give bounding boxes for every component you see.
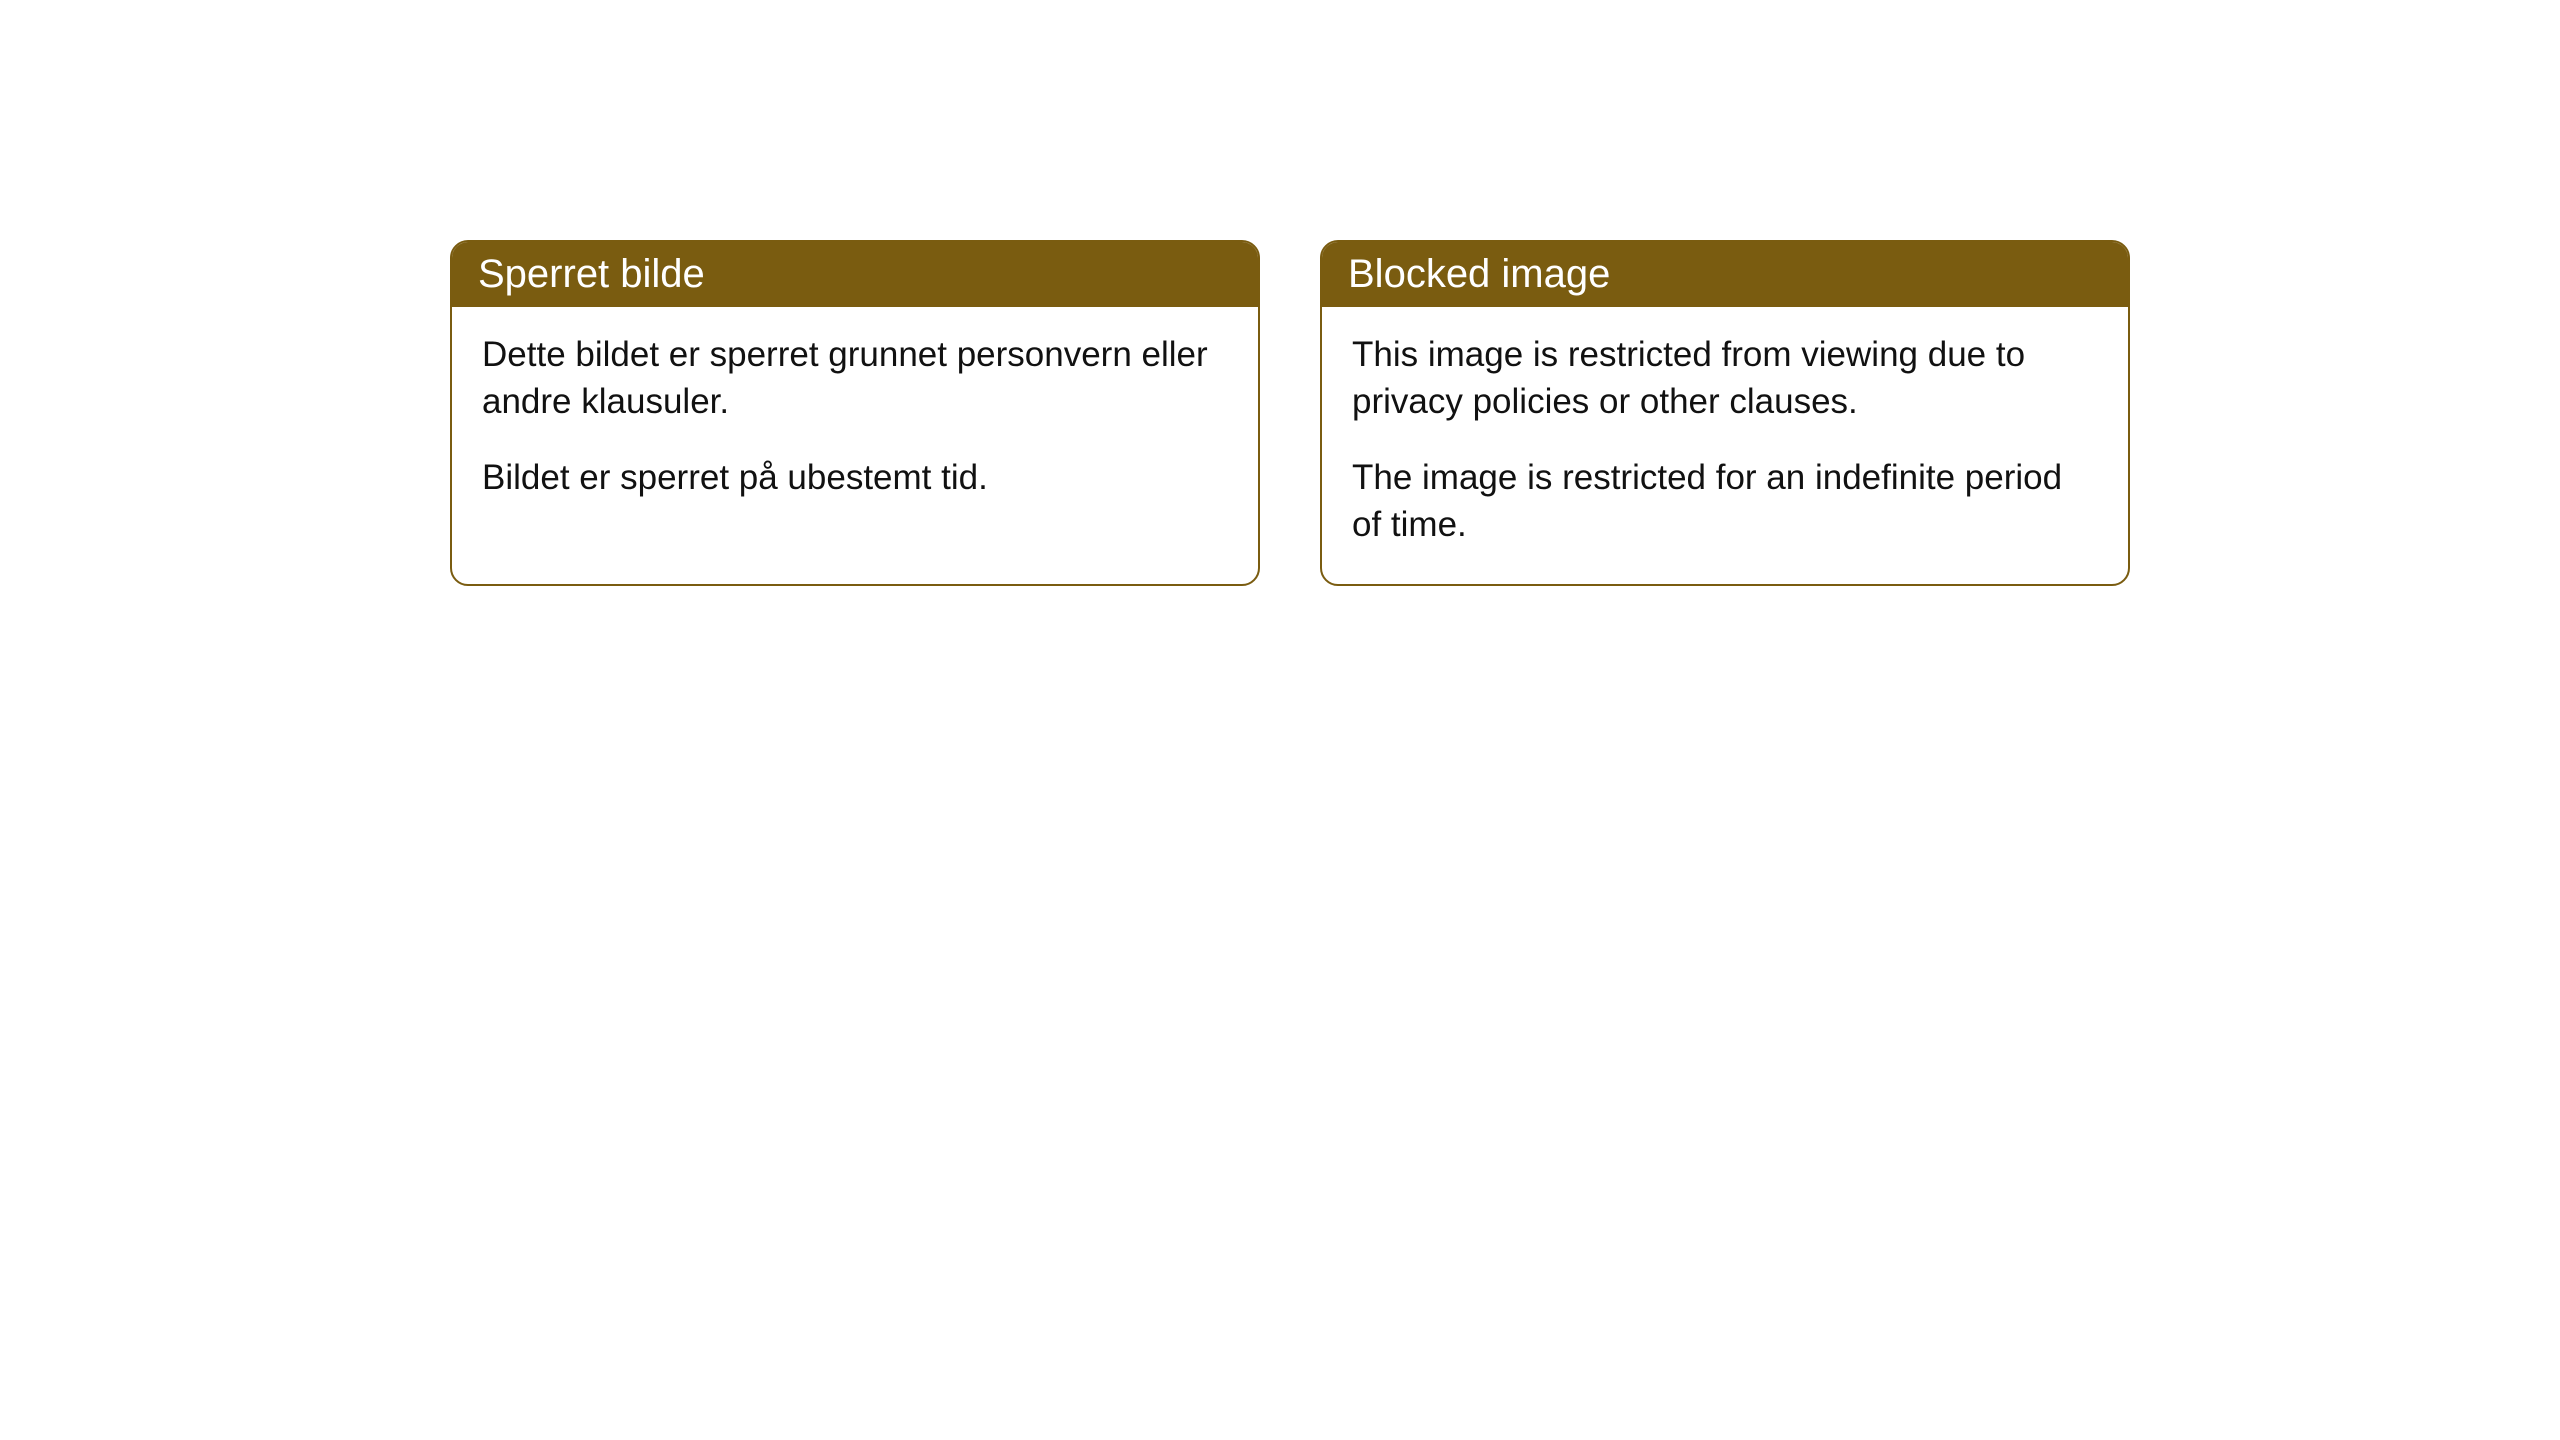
card-title: Sperret bilde <box>478 252 705 296</box>
card-paragraph-2: Bildet er sperret på ubestemt tid. <box>482 454 1228 501</box>
card-body: Dette bildet er sperret grunnet personve… <box>452 307 1258 537</box>
notice-container: Sperret bilde Dette bildet er sperret gr… <box>450 240 2130 586</box>
card-title: Blocked image <box>1348 252 1610 296</box>
card-header: Blocked image <box>1322 242 2128 307</box>
card-paragraph-1: This image is restricted from viewing du… <box>1352 331 2098 426</box>
card-paragraph-2: The image is restricted for an indefinit… <box>1352 454 2098 549</box>
card-header: Sperret bilde <box>452 242 1258 307</box>
card-paragraph-1: Dette bildet er sperret grunnet personve… <box>482 331 1228 426</box>
blocked-image-card-norwegian: Sperret bilde Dette bildet er sperret gr… <box>450 240 1260 586</box>
blocked-image-card-english: Blocked image This image is restricted f… <box>1320 240 2130 586</box>
card-body: This image is restricted from viewing du… <box>1322 307 2128 584</box>
